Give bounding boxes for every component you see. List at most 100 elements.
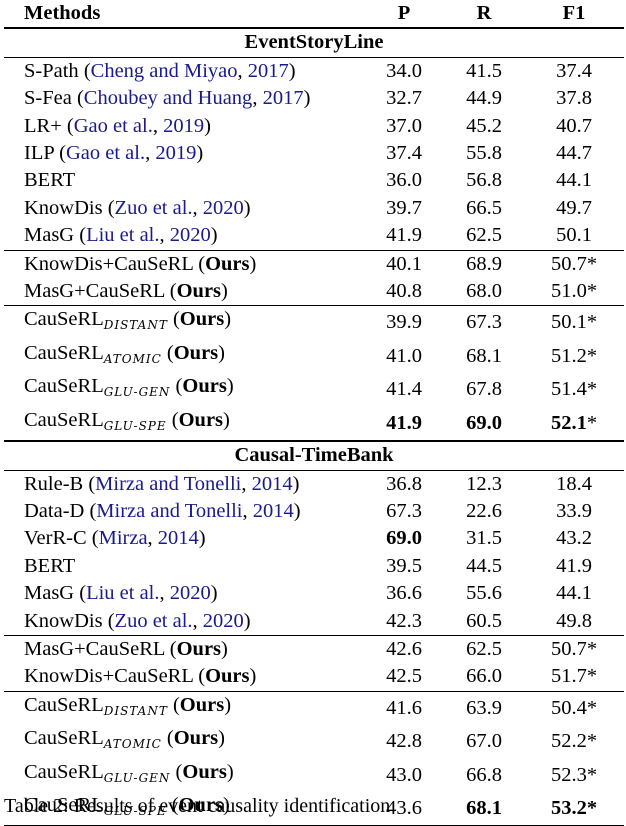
significance-star: *	[586, 665, 598, 688]
value-f1-number: 40.7	[556, 114, 592, 137]
value-r: 63.9	[444, 690, 524, 726]
method-cell: CauSeRLGLU-GEN (Ours)	[24, 375, 234, 400]
value-r: 56.8	[444, 167, 524, 194]
value-p-number: 40.1	[386, 252, 422, 275]
value-r-number: 22.6	[466, 499, 502, 522]
significance-star: *	[586, 730, 598, 753]
significance-star: *	[586, 378, 598, 401]
citation-authors: Gao et al.	[73, 114, 153, 137]
value-f1: 52.1*	[524, 407, 624, 441]
value-r: 60.5	[444, 608, 524, 636]
value-r-number: 62.5	[466, 637, 502, 660]
value-f1: 37.4	[524, 56, 624, 86]
table-row: KnowDis+CauSeRL (Ours) 40.1 68.9 50.7*	[4, 249, 624, 279]
value-r-number: 44.5	[466, 554, 502, 577]
method-subscript: GLU-GEN	[103, 385, 171, 400]
significance-star: *	[586, 252, 598, 275]
significance-star: *	[586, 796, 598, 819]
value-f1: 33.9	[524, 498, 624, 525]
method-name: CauSeRL	[24, 375, 104, 398]
table-body: EventStoryLine S-Path (Cheng and Miyao, 2…	[4, 27, 624, 826]
value-r: 31.5	[444, 525, 524, 552]
value-f1-number: 51.2	[550, 344, 587, 367]
table-row: CauSeRLATOMIC (Ours) 42.8 67.0 52.2*	[4, 725, 624, 758]
method-name: ILP	[24, 142, 54, 165]
value-p: 69.0	[364, 525, 444, 552]
method-subscript: GLU-GEN	[103, 770, 171, 785]
ours-label: Ours	[176, 637, 222, 660]
value-p-number: 42.6	[386, 637, 422, 660]
citation-year: 2020	[169, 224, 211, 247]
value-f1-number: 52.3	[550, 763, 587, 786]
citation-authors: Liu et al.	[86, 224, 160, 247]
value-r-number: 67.0	[466, 730, 502, 753]
table-row: S-Path (Cheng and Miyao, 2017) 34.0 41.5 37…	[4, 56, 624, 86]
value-f1: 41.9	[524, 553, 624, 580]
table-row: KnowDis+CauSeRL (Ours) 42.5 66.0 51.7*	[4, 663, 624, 691]
value-r-number: 60.5	[466, 609, 502, 632]
method-cell: CauSeRLDISTANT (Ours)	[4, 690, 364, 726]
citation-year: 2014	[252, 499, 294, 522]
method-subscript: ATOMIC	[103, 351, 162, 366]
table-row: Rule-B (Mirza and Tonelli, 2014) 36.8 12.3…	[4, 469, 624, 498]
value-f1-number: 37.4	[556, 59, 592, 82]
significance-star: *	[586, 411, 598, 434]
ours-label: Ours	[205, 665, 250, 688]
method-name: KnowDis	[24, 196, 103, 219]
method-cell: MasG (Liu et al., 2020)	[24, 224, 218, 247]
value-p: 41.9	[364, 407, 444, 441]
citation-year: 2014	[251, 472, 293, 495]
table-row: MasG (Liu et al., 2020) 41.9 62.5 50.1	[4, 222, 624, 250]
value-p: 36.0	[364, 167, 444, 194]
value-p: 37.4	[364, 140, 444, 167]
method-name: CauSeRL	[24, 341, 104, 364]
value-f1-number: 49.7	[556, 196, 592, 219]
value-p-number: 36.0	[386, 169, 422, 192]
table-row: VerR-C (Mirza, 2014) 69.0 31.5 43.2	[4, 525, 624, 552]
ours-label: Ours	[179, 693, 225, 716]
ours-label: Ours	[173, 727, 219, 750]
value-p-number: 42.5	[386, 665, 422, 688]
value-p: 40.8	[364, 278, 444, 306]
value-p: 42.5	[364, 663, 444, 691]
ours-label: Ours	[173, 341, 219, 364]
section-header-row: EventStoryLine	[4, 27, 624, 58]
value-r: 62.5	[444, 634, 524, 664]
value-p-number: 43.6	[386, 796, 422, 819]
citation-authors: Cheng and Miyao	[90, 59, 238, 82]
table-row: KnowDis (Zuo et al., 2020) 39.7 66.5 49.7	[4, 195, 624, 222]
header-r: R	[476, 2, 492, 24]
value-p: 42.6	[364, 634, 444, 664]
value-r-number: 45.2	[466, 114, 502, 137]
citation-year: 2014	[157, 527, 199, 550]
value-f1-number: 51.7	[550, 665, 587, 688]
table-row: MasG+CauSeRL (Ours) 42.6 62.5 50.7*	[4, 634, 624, 664]
significance-star: *	[586, 280, 598, 303]
method-cell: KnowDis+CauSeRL (Ours)	[4, 249, 364, 279]
value-p-number: 34.0	[386, 59, 422, 82]
value-r-number: 68.9	[466, 252, 502, 275]
citation-year: 2020	[202, 609, 244, 632]
method-cell: S-Fea (Choubey and Huang, 2017)	[24, 87, 311, 110]
method-name: BERT	[24, 554, 76, 577]
method-cell: KnowDis (Zuo et al., 2020)	[24, 609, 251, 632]
value-p: 39.9	[364, 305, 444, 340]
table-row: Data-D (Mirza and Tonelli, 2014) 67.3 22.6…	[4, 498, 624, 525]
value-f1-number: 44.7	[556, 142, 592, 165]
results-table: Methods P R F1 EventStoryLine S-Path (Che…	[4, 0, 624, 826]
value-r-number: 12.3	[466, 472, 502, 495]
method-subscript: ATOMIC	[103, 737, 162, 752]
method-cell: BERT	[4, 167, 364, 194]
section-title: Causal-TimeBank	[4, 440, 624, 470]
value-p: 36.8	[364, 469, 444, 498]
value-r-number: 41.5	[466, 59, 502, 82]
citation-authors: Mirza and Tonelli	[96, 499, 243, 522]
value-f1: 51.7*	[524, 663, 624, 691]
value-r: 55.8	[444, 140, 524, 167]
value-r: 66.5	[444, 195, 524, 222]
value-r: 66.8	[444, 759, 524, 792]
section-title: EventStoryLine	[4, 27, 624, 58]
value-r: 55.6	[444, 580, 524, 607]
method-name: MasG+CauSeRL	[24, 280, 165, 303]
value-f1-number: 53.2	[550, 796, 587, 819]
